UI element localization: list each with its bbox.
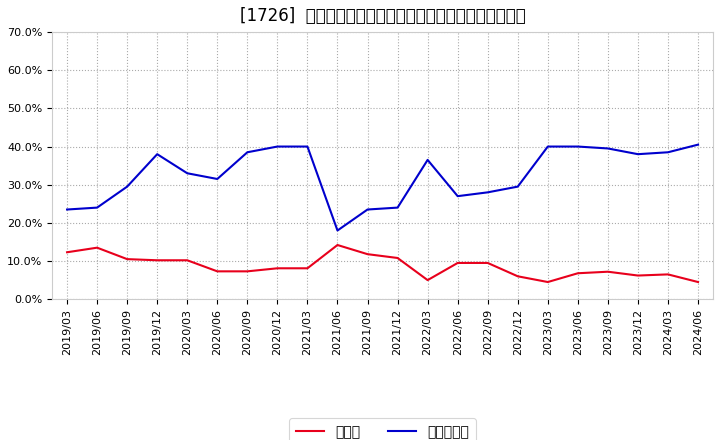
- 現領金: [303, 266, 312, 271]
- 現領金: [574, 271, 582, 276]
- 有利子負債: [333, 228, 342, 233]
- 現領金: [513, 274, 522, 279]
- 現領金: [664, 272, 672, 277]
- Title: [1726]  現領金、有利子負債の総資産に対する比率の推移: [1726] 現領金、有利子負債の総資産に対する比率の推移: [240, 7, 526, 25]
- Line: 有利子負債: 有利子負債: [67, 145, 698, 231]
- 現領金: [123, 257, 132, 262]
- 現領金: [634, 273, 642, 278]
- 有利子負債: [634, 151, 642, 157]
- 現領金: [93, 245, 102, 250]
- 有利子負債: [273, 144, 282, 149]
- 有利子負債: [393, 205, 402, 210]
- 現領金: [153, 258, 161, 263]
- Line: 現領金: 現領金: [67, 245, 698, 282]
- 有利子負債: [123, 184, 132, 189]
- 現領金: [693, 279, 702, 285]
- 有利子負債: [603, 146, 612, 151]
- 有利子負債: [153, 151, 161, 157]
- 現領金: [273, 266, 282, 271]
- 現領金: [63, 249, 71, 255]
- 有利子負債: [483, 190, 492, 195]
- 有利子負債: [664, 150, 672, 155]
- 現領金: [363, 252, 372, 257]
- 現領金: [183, 258, 192, 263]
- 有利子負債: [243, 150, 252, 155]
- 現領金: [603, 269, 612, 275]
- 有利子負債: [544, 144, 552, 149]
- 有利子負債: [183, 171, 192, 176]
- 有利子負債: [693, 142, 702, 147]
- 有利子負債: [423, 157, 432, 162]
- 有利子負債: [513, 184, 522, 189]
- 有利子負債: [93, 205, 102, 210]
- 有利子負債: [303, 144, 312, 149]
- 有利子負債: [63, 207, 71, 212]
- 現領金: [483, 260, 492, 266]
- 現領金: [213, 269, 222, 274]
- 現領金: [423, 278, 432, 283]
- 現領金: [454, 260, 462, 266]
- 現領金: [393, 255, 402, 260]
- 有利子負債: [574, 144, 582, 149]
- 現領金: [544, 279, 552, 285]
- 現領金: [333, 242, 342, 248]
- 現領金: [243, 269, 252, 274]
- 有利子負債: [454, 194, 462, 199]
- Legend: 現領金, 有利子負債: 現領金, 有利子負債: [289, 418, 476, 440]
- 有利子負債: [213, 176, 222, 182]
- 有利子負債: [363, 207, 372, 212]
